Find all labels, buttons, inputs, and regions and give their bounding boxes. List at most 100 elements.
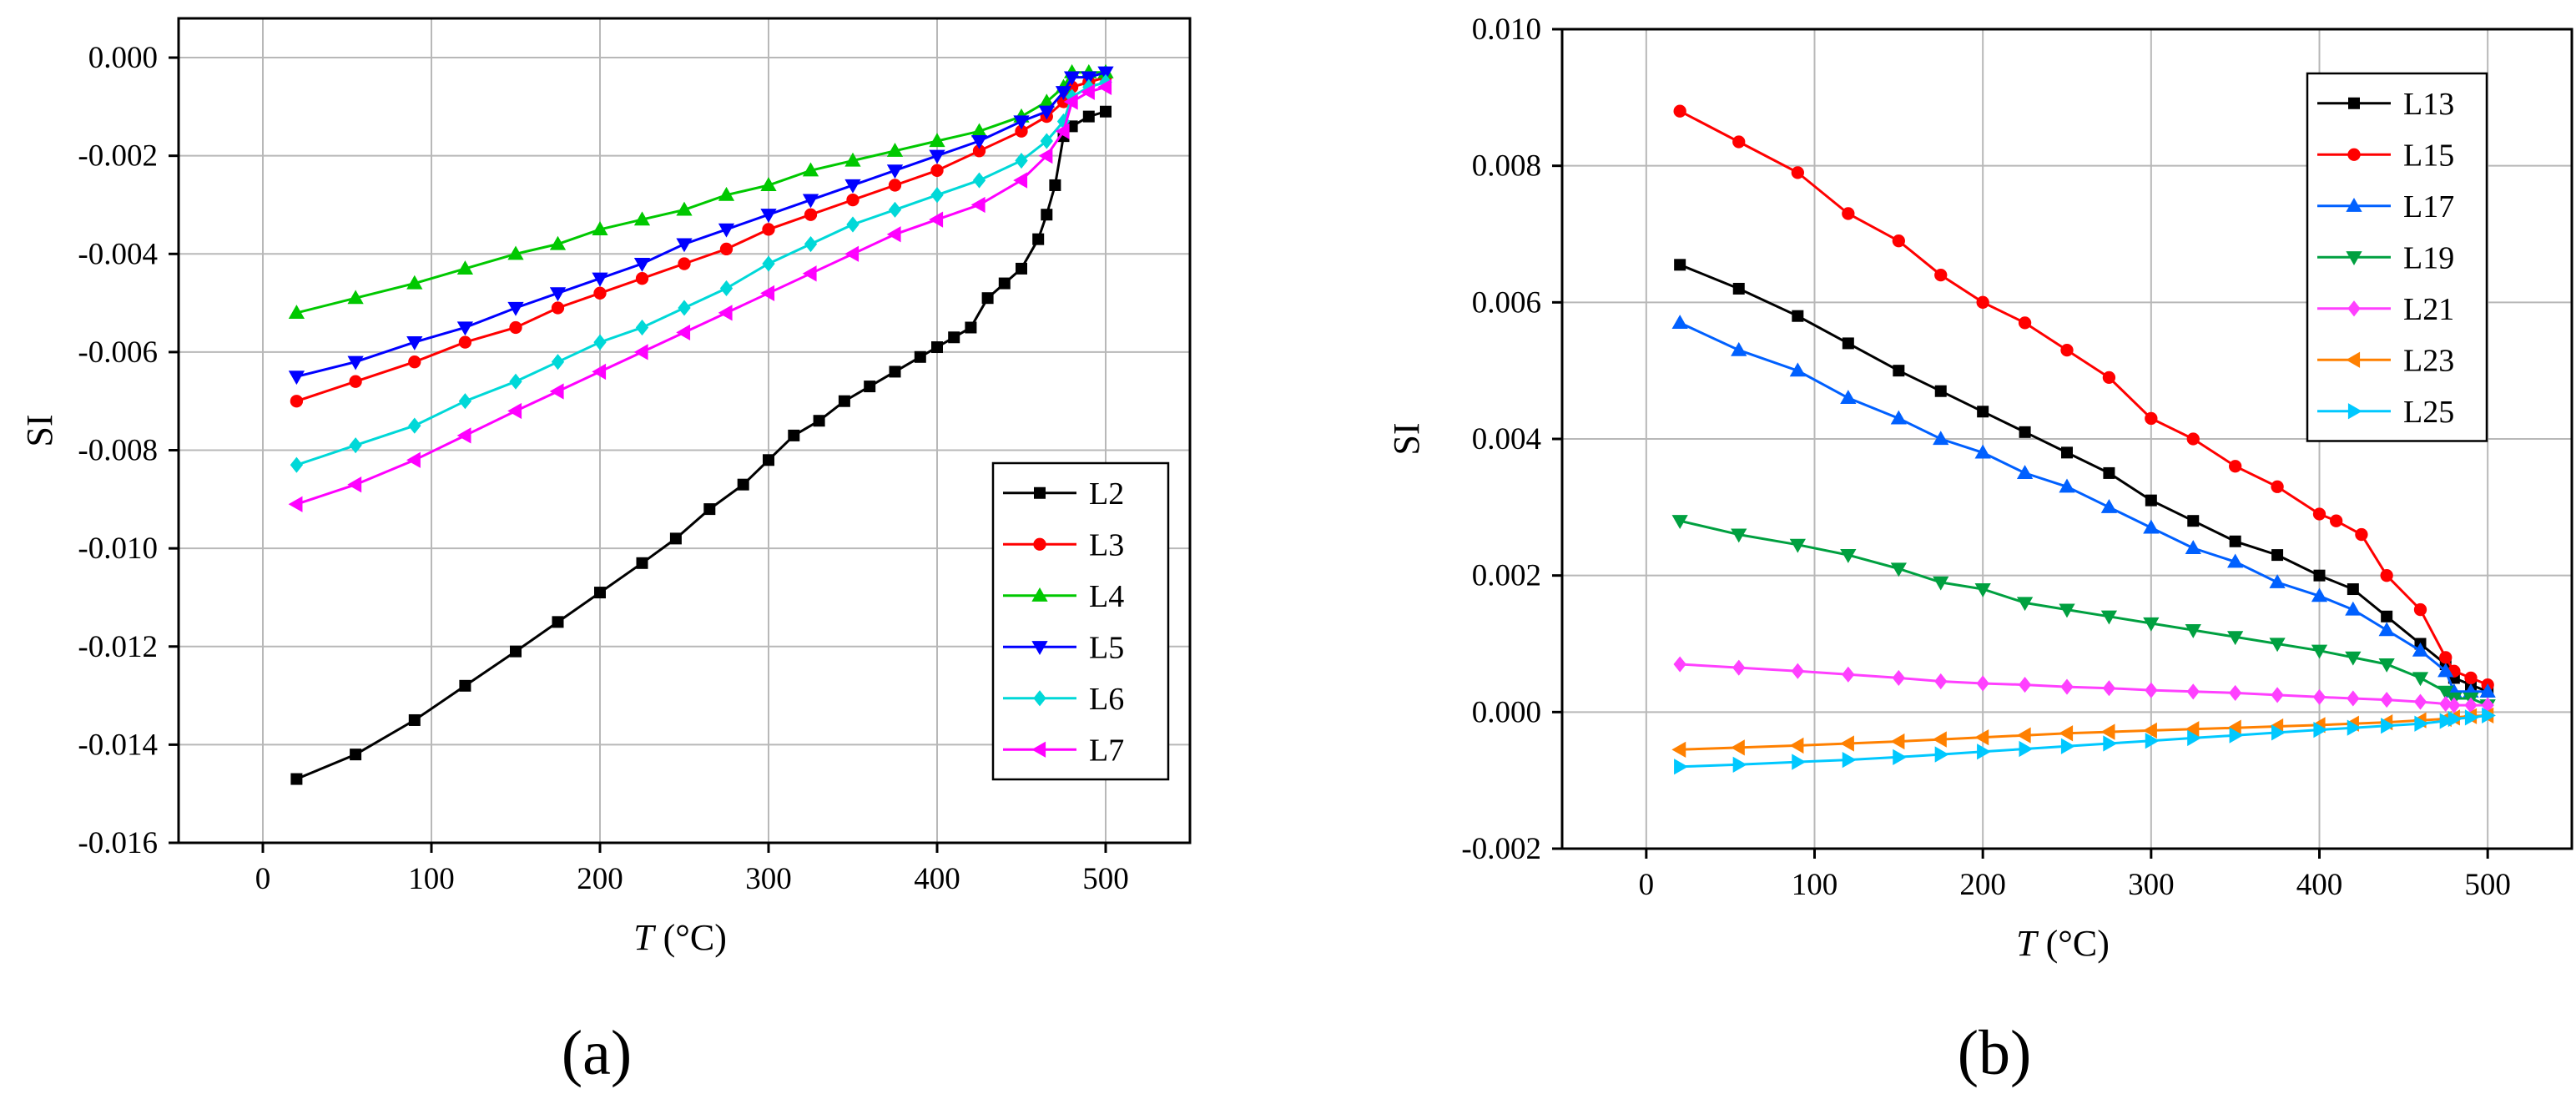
x-tick-label: 300 (745, 862, 792, 896)
x-tick-label: 0 (1639, 868, 1655, 902)
x-tick-label: 300 (2128, 868, 2175, 902)
data-point-L4 (718, 186, 735, 201)
legend-marker-L21 (2347, 300, 2361, 317)
data-point-L6 (551, 354, 565, 371)
data-point-L21 (1673, 656, 1686, 673)
data-point-L2 (552, 616, 564, 628)
y-tick-label: -0.004 (78, 237, 158, 271)
y-tick-label: -0.014 (78, 728, 158, 762)
data-point-L4 (633, 211, 651, 226)
series-L5 (288, 66, 1114, 386)
data-point-L7 (1081, 83, 1095, 100)
data-point-L19 (1789, 538, 1806, 553)
data-point-L15 (2145, 411, 2158, 426)
data-point-L7 (1013, 172, 1028, 189)
data-point-L25 (2103, 735, 2118, 752)
data-point-L13 (2381, 610, 2393, 623)
legend: L13 L15 L17 L19 L21 L23 L25 (2306, 72, 2488, 442)
data-point-L3 (804, 208, 818, 221)
series-L7 (288, 78, 1112, 512)
data-point-L17 (2412, 642, 2429, 657)
legend-label-L21: L21 (2403, 292, 2454, 327)
data-point-L21 (2447, 697, 2461, 713)
data-point-L17 (1671, 315, 1688, 329)
data-point-L17 (2437, 663, 2454, 678)
data-point-L21 (1732, 659, 1746, 676)
y-tick-label: -0.006 (78, 335, 158, 370)
data-point-L21 (2229, 684, 2242, 701)
data-point-L19 (2311, 644, 2328, 659)
data-point-L2 (788, 429, 800, 441)
data-point-L5 (676, 238, 693, 253)
data-point-L15 (2186, 432, 2200, 446)
data-point-L19 (2059, 603, 2075, 618)
data-point-L23 (1932, 731, 1947, 748)
data-point-L25 (2060, 738, 2075, 754)
y-tick-label: 0.008 (1472, 149, 1541, 184)
y-tick-label: 0.000 (1472, 695, 1541, 729)
data-point-L15 (1842, 207, 1855, 220)
data-point-L7 (1055, 123, 1070, 139)
data-point-L21 (1892, 669, 1905, 686)
data-point-L7 (633, 344, 648, 360)
data-point-L4 (347, 290, 364, 305)
data-point-L25 (2381, 718, 2395, 734)
data-point-L21 (2271, 687, 2284, 703)
legend-label-L7: L7 (1089, 733, 1124, 768)
data-point-L6 (1040, 133, 1053, 149)
x-axis-variable: T (2016, 923, 2039, 964)
data-point-L3 (509, 320, 522, 335)
y-tick-label: -0.010 (78, 532, 158, 566)
data-point-L21 (2347, 690, 2360, 707)
data-point-L25 (2019, 740, 2034, 758)
data-point-L15 (2229, 460, 2242, 473)
y-tick-label: -0.002 (1461, 832, 1541, 866)
data-point-L6 (762, 255, 775, 272)
y-tick-label: -0.002 (78, 139, 158, 174)
x-axis-unit: (°C) (2037, 923, 2110, 964)
legend-label-L13: L13 (2403, 87, 2454, 122)
data-point-L19 (1974, 582, 1991, 597)
legend: L2 L3 L4 L5 L6 L7 (991, 461, 1170, 781)
data-point-L13 (1893, 365, 1905, 377)
legend-marker-L3 (1033, 537, 1046, 551)
x-tick-label: 400 (914, 862, 960, 896)
data-point-L23 (1789, 737, 1804, 754)
data-point-L15 (2018, 316, 2032, 330)
data-point-L5 (1097, 66, 1114, 81)
data-point-L21 (2186, 683, 2200, 700)
data-point-L15 (2464, 671, 2478, 685)
data-point-L15 (1791, 166, 1804, 179)
data-point-L17 (1933, 431, 1949, 446)
data-point-L2 (981, 292, 994, 305)
y-tick-label: 0.002 (1472, 559, 1541, 593)
data-point-L7 (406, 451, 421, 468)
data-point-L2 (1041, 209, 1053, 221)
series-line-L4 (296, 71, 1106, 315)
data-point-L17 (2185, 540, 2201, 555)
legend-marker-L19 (2346, 251, 2362, 266)
data-point-L15 (1892, 234, 1905, 248)
data-point-L17 (2016, 465, 2034, 479)
data-point-L3 (930, 164, 944, 177)
data-point-L13 (2271, 549, 2284, 562)
data-point-L2 (459, 679, 471, 692)
x-tick-label: 500 (1082, 862, 1129, 896)
data-point-L7 (288, 496, 303, 512)
data-point-L25 (1674, 759, 1688, 775)
data-point-L15 (2413, 602, 2427, 617)
data-point-L23 (1974, 728, 1989, 746)
data-point-L13 (2313, 569, 2326, 582)
data-point-L2 (290, 773, 303, 785)
data-point-L4 (507, 245, 524, 260)
data-point-L6 (930, 187, 944, 204)
x-tick-label: 0 (255, 862, 271, 896)
data-point-L2 (594, 587, 606, 599)
data-point-L17 (2143, 519, 2160, 534)
data-point-L25 (2271, 724, 2286, 741)
data-point-L5 (507, 301, 524, 316)
data-point-L17 (2100, 499, 2118, 513)
data-point-L5 (592, 272, 608, 287)
data-point-L17 (1974, 444, 1991, 459)
x-tick-label: 100 (1792, 868, 1838, 902)
